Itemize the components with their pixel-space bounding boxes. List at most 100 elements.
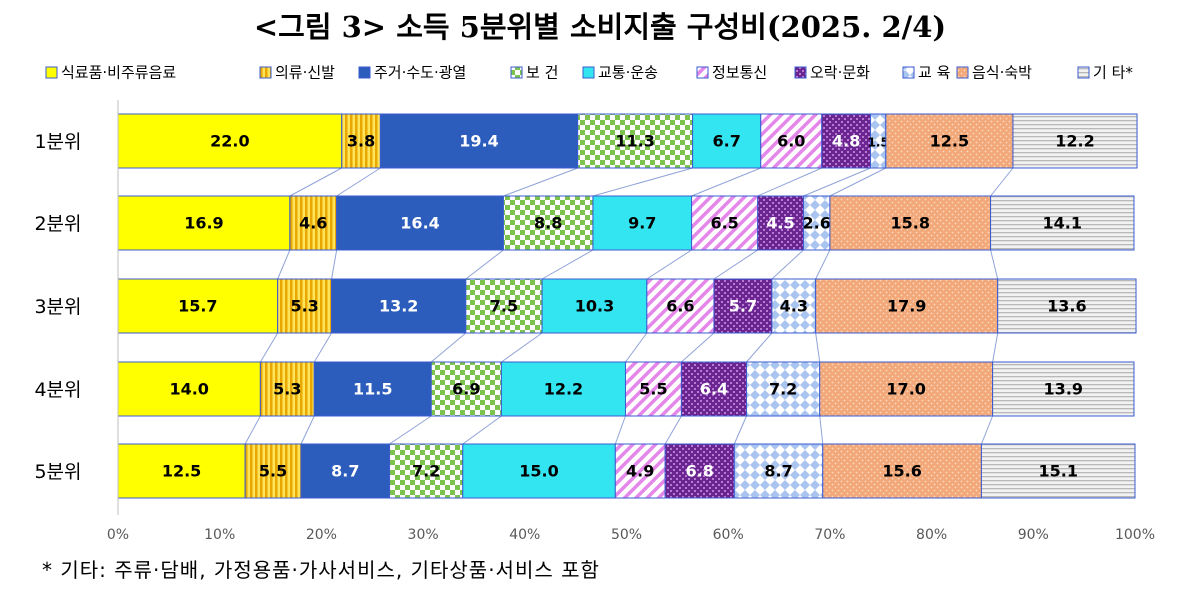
data-label: 8.7: [764, 462, 792, 481]
data-label: 16.4: [400, 214, 439, 233]
bar-segment: [541, 278, 648, 334]
connector-line: [980, 415, 994, 445]
legend-swatch: [582, 66, 595, 79]
connector-line: [541, 249, 594, 280]
connector-line: [815, 249, 831, 280]
legend-item-8: 교 육: [902, 64, 950, 82]
data-label: 6.6: [666, 297, 694, 316]
data-label: 6.4: [700, 380, 728, 399]
data-label: 12.5: [162, 462, 201, 481]
y-tick-label: 3분위: [34, 296, 81, 318]
legend-swatch: [358, 66, 371, 79]
connector-line: [614, 415, 626, 445]
data-label: 6.9: [452, 380, 480, 399]
bar-segment: [259, 361, 315, 417]
data-label: 5.5: [639, 380, 667, 399]
bar-group-4: 14.0 5.3 11.5 6.9 12.2 5.5 6.4 7.2 17.0 13.9: [117, 361, 1135, 417]
data-label: 7.2: [769, 380, 797, 399]
bar-segment: [624, 361, 682, 417]
legend-label: 교통·운송: [598, 64, 658, 82]
connector-line: [691, 167, 761, 197]
connector-line: [289, 167, 342, 197]
data-label: 7.5: [490, 297, 518, 316]
legend-swatch: [259, 66, 272, 79]
bar-segment: [289, 195, 338, 251]
bar-segment: [980, 443, 1136, 499]
x-tick-label: 30%: [408, 527, 439, 543]
bar-segment: [389, 443, 464, 499]
legend-swatch: [510, 66, 523, 79]
bar-segment: [829, 195, 992, 251]
bar-segment: [462, 443, 616, 499]
connector-line: [746, 332, 773, 363]
data-label: 3.8: [347, 132, 375, 151]
bar-segment: [992, 361, 1135, 417]
data-label: 5.3: [290, 297, 318, 316]
data-label: 13.9: [1044, 380, 1083, 399]
bar-segment: [500, 361, 626, 417]
legend-swatch: [45, 66, 58, 79]
y-tick-label: 5분위: [34, 461, 81, 483]
legend-item-3: 주거·수도·광열: [358, 64, 466, 82]
data-label: 4.6: [299, 214, 327, 233]
legend-item-4: 보 건: [510, 64, 558, 82]
y-tick-label: 2분위: [34, 213, 81, 235]
bar-segment: [885, 113, 1014, 169]
data-label: 8.8: [534, 214, 562, 233]
data-label: 13.6: [1047, 297, 1086, 316]
legend-swatch: [696, 66, 709, 79]
data-label: 4.3: [780, 297, 808, 316]
data-label: 2.6: [803, 214, 831, 233]
bar-segment: [379, 113, 579, 169]
legend-item-5: 교통·운송: [582, 64, 658, 82]
data-label: 4.8: [832, 132, 860, 151]
data-label: 12.2: [544, 380, 583, 399]
bar-segment: [117, 195, 291, 251]
data-label: 11.5: [353, 380, 392, 399]
connector-line: [990, 167, 1014, 197]
legend-label: 오락·문화: [810, 64, 870, 82]
legend-label: 식료품·비주류음료: [61, 64, 176, 82]
data-label: 9.7: [628, 214, 656, 233]
legend: 식료품·비주류음료 의류·신발 주거·수도·광열 보 건 교통·운송 정보통신 오락·문화 교…: [45, 64, 1133, 82]
bar-segment: [117, 443, 246, 499]
bar-segment: [117, 361, 261, 417]
data-label: 15.6: [882, 462, 921, 481]
data-label: 10.3: [575, 297, 614, 316]
connector-line: [815, 332, 821, 363]
legend-label: 기 타*: [1093, 64, 1133, 82]
connector-line: [389, 415, 432, 445]
data-label: 12.5: [930, 132, 969, 151]
connector-line: [244, 415, 261, 445]
bar-segment: [502, 195, 594, 251]
x-tick-label: 90%: [1018, 527, 1049, 543]
connector-line: [819, 415, 824, 445]
connector-line: [277, 249, 291, 280]
bar-segment: [997, 278, 1137, 334]
data-label: 13.2: [379, 297, 418, 316]
data-label: 16.9: [184, 214, 223, 233]
legend-item-10: 기 타*: [1077, 64, 1133, 82]
y-axis: 1분위 2분위 3분위 4분위 5분위: [34, 100, 119, 515]
data-label: 5.5: [259, 462, 287, 481]
bar-segment: [746, 361, 821, 417]
connector-line: [300, 415, 315, 445]
legend-item-7: 오락·문화: [794, 64, 870, 82]
x-tick-label: 80%: [916, 527, 947, 543]
data-label: 6.8: [686, 462, 714, 481]
connector-line: [757, 167, 822, 197]
connector-lines: [244, 167, 1014, 445]
connector-line: [664, 415, 682, 445]
connector-line: [713, 249, 758, 280]
connector-line: [990, 249, 999, 280]
x-tick-label: 10%: [204, 527, 235, 543]
connector-line: [733, 415, 747, 445]
connector-line: [259, 332, 279, 363]
data-label: 14.0: [169, 380, 208, 399]
data-label: 4.9: [626, 462, 654, 481]
legend-swatch: [902, 66, 915, 79]
legend-label: 교 육: [918, 64, 950, 82]
bars: 22.0 3.8 19.4 11.3 6.7 6.0 4.8 1.5 12.5 12.2 16.9 4…: [117, 113, 1138, 499]
connector-line: [462, 415, 502, 445]
